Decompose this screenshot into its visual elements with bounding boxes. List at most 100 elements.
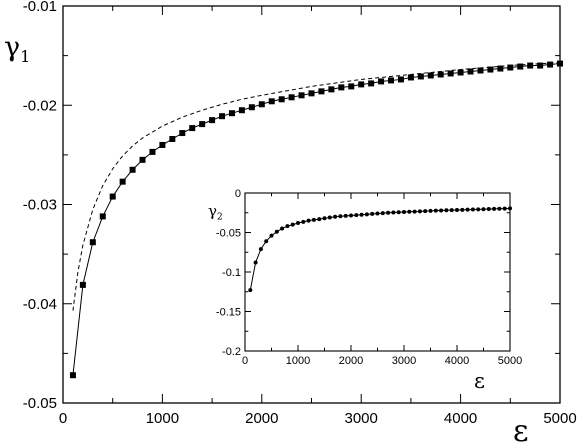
inset-series-1-point (333, 214, 338, 219)
inset-series-1-point (444, 208, 449, 213)
inset-series-1-point (280, 226, 285, 231)
inset-series-1-point (264, 239, 269, 244)
series-1-point (427, 72, 434, 79)
inset-series-1-point (364, 212, 369, 217)
inset-series-1-point (476, 207, 481, 212)
inset-series-1-point (375, 211, 380, 216)
inset-series-1-point (391, 210, 396, 215)
series-1-point (517, 63, 524, 70)
y-axis-label: γ1 (4, 32, 30, 66)
series-1-point (268, 98, 275, 105)
inset-series-1-point (380, 211, 385, 216)
y-tick-label: -0.03 (23, 197, 57, 214)
inset-y-axis-label: γ2 (208, 202, 223, 222)
series-1-point (159, 141, 166, 148)
series-1-point (228, 110, 235, 117)
inset-series-1-point (460, 207, 465, 212)
x-tick-label: 2000 (245, 410, 278, 427)
series-1-point (348, 83, 355, 90)
inset-series-1-point (285, 224, 290, 229)
inset-series-1-point (428, 208, 433, 213)
inset-series-1-point (439, 208, 444, 213)
series-1-point (467, 68, 474, 75)
inset-series-1-point (338, 214, 343, 219)
inset-series-1-point (253, 260, 258, 265)
series-1-point (119, 178, 126, 185)
series-1-point (497, 65, 504, 72)
inset-x-tick-label: 1000 (286, 355, 310, 367)
series-1-point (238, 107, 245, 114)
series-1-point (129, 166, 136, 173)
inset-series-1-point (407, 209, 412, 214)
series-1-point (407, 74, 414, 81)
series-1-point (547, 61, 554, 68)
series-1-point (179, 130, 186, 137)
inset-series-1-point (258, 247, 263, 252)
series-1-point (248, 104, 255, 111)
y-tick-label: -0.02 (23, 97, 57, 114)
inset-series-1-point (354, 213, 359, 218)
inset-series-1-point (343, 213, 348, 218)
x-tick-label: 5000 (543, 410, 576, 427)
series-1-point (298, 92, 305, 99)
inset-y-tick-label: 0 (235, 188, 241, 200)
inset-series-1-point (290, 222, 295, 227)
main-chart: 0 1000 2000 3000 4000 5000 -0.05 -0.04 -0.03 -0.0… (4, 0, 577, 444)
series-1-point (477, 67, 484, 74)
series-1-point (447, 70, 454, 77)
inset-series-1-point (486, 207, 491, 212)
inset-series-1-point (481, 207, 486, 212)
inset-series-1-point (248, 288, 253, 293)
inset-series-1-point (359, 212, 364, 217)
inset-y-tick-label: -0.1 (222, 267, 241, 279)
series-1-point (417, 73, 424, 80)
inset-series-1-point (349, 213, 353, 218)
inset-x-tick-label: 2000 (339, 355, 363, 367)
series-1-point (397, 76, 404, 83)
inset-series-1-point (423, 209, 428, 214)
series-1-point (258, 101, 265, 108)
inset-series-1-point (508, 206, 512, 211)
inset-series-1-point (465, 207, 470, 212)
inset-chart: 0 1000 2000 3000 4000 5000 -0.2 -0.15 -0.1 -0.05 0… (208, 188, 522, 393)
inset-series-1-point (301, 219, 306, 224)
series-1-point (139, 156, 146, 163)
inset-series-1-point (492, 206, 497, 211)
series-1-point (79, 281, 86, 288)
inset-series-1-point (417, 209, 422, 214)
series-1-point (109, 193, 116, 200)
inset-series-1-point (317, 217, 322, 222)
inset-x-axis-label: ε (474, 369, 485, 393)
x-axis-label: ε (513, 414, 529, 444)
series-1-point (169, 135, 176, 142)
inset-series-1-point (322, 216, 327, 221)
inset-series-1-point (296, 221, 300, 226)
series-1-point (288, 94, 295, 101)
series-1-point (388, 77, 395, 84)
inset-y-tick-label: -0.15 (216, 307, 241, 319)
inset-series-1-point (455, 207, 459, 212)
series-1-point (219, 113, 226, 120)
series-1-point (507, 64, 514, 71)
inset-y-tick-label: -0.2 (222, 346, 241, 358)
inset-y-tick-label: -0.05 (216, 228, 241, 240)
series-1-point (437, 71, 444, 78)
inset-series-1-point (470, 207, 475, 212)
series-1-point (328, 86, 335, 93)
series-1-point (487, 66, 494, 73)
inset-plot-background (245, 193, 510, 351)
inset-x-tick-label: 0 (242, 355, 248, 367)
y-tick-label: -0.05 (23, 395, 57, 412)
y-tick-label: -0.01 (23, 0, 57, 15)
series-1-point (457, 69, 464, 76)
y-tick-label: -0.04 (23, 296, 57, 313)
inset-series-1-point (327, 215, 332, 220)
inset-x-tick-label: 4000 (445, 355, 469, 367)
inset-series-1-point (274, 229, 279, 234)
series-1-point (318, 88, 325, 95)
inset-x-tick-label: 5000 (498, 355, 522, 367)
series-1-point (338, 84, 345, 91)
series-1-point (368, 80, 375, 87)
series-1-point (149, 148, 156, 155)
